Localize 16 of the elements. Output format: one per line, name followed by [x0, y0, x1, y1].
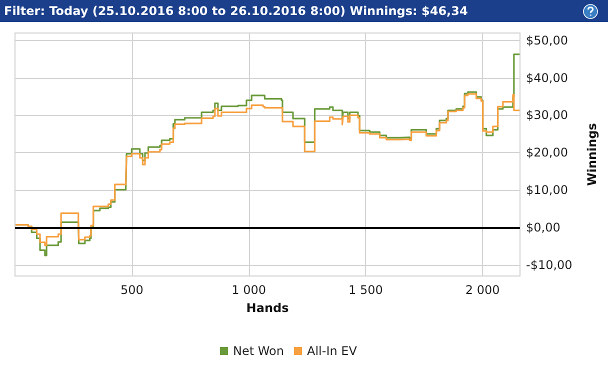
y-tick-label: $20,00: [526, 146, 568, 160]
y-tick-label: $10,00: [526, 183, 568, 198]
x-tick-label: 1 500: [348, 283, 383, 297]
y-tick-label: $0,00: [526, 220, 560, 234]
legend-label: Net Won: [233, 344, 284, 358]
y-tick-label: $40,00: [526, 70, 568, 85]
chart-title: Filter: Today (25.10.2016 8:00 to 26.10.2016 8:00) Winnings: $46,34: [0, 0, 608, 22]
y-axis-title: Winnings: [585, 123, 599, 186]
x-tick-label: 1 000: [232, 283, 266, 297]
y-tick-label: $50,00: [526, 33, 568, 48]
y-tick-label: $30,00: [526, 108, 568, 122]
x-axis-title: Hands: [246, 301, 289, 315]
legend-label: All-In EV: [306, 344, 358, 358]
y-tick-label: -$10,00: [526, 258, 572, 272]
x-tick-label: 2 000: [465, 283, 500, 297]
x-tick-label: 500: [120, 283, 144, 297]
